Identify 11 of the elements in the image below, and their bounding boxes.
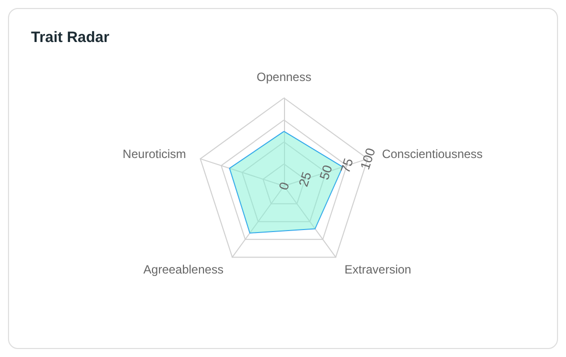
spoke-label: Conscientiousness [382, 147, 483, 162]
y-tick-label: 100 [357, 146, 378, 172]
spoke-label: Openness [256, 70, 312, 84]
y-tick-label: 50 [316, 163, 336, 182]
spoke-label: Extraversion [344, 262, 412, 276]
y-tick-label: 0 [276, 180, 292, 192]
y-tick-label: 75 [337, 156, 356, 175]
spoke-label: Agreeableness [143, 262, 224, 276]
chart-title: Trait Radar [31, 29, 110, 46]
spoke-label: Neuroticism [122, 147, 186, 162]
y-tick-label: 25 [296, 170, 314, 188]
